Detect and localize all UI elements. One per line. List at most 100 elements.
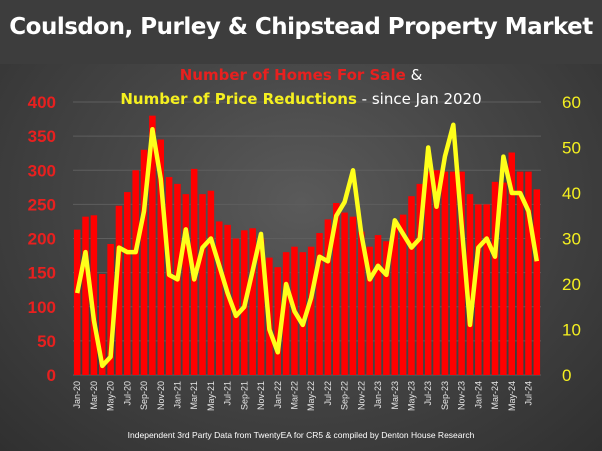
- bar: [157, 139, 165, 375]
- bar: [82, 216, 89, 375]
- bar: [249, 228, 256, 375]
- bar: [525, 171, 532, 375]
- bar: [483, 204, 490, 375]
- bar: [90, 215, 98, 375]
- right-axis-tick-label: 50: [562, 139, 581, 158]
- x-axis-tick-label: May-21: [206, 381, 216, 411]
- bar: [282, 252, 290, 375]
- x-axis-tick-label: Mar-20: [89, 381, 99, 410]
- bar: [224, 224, 231, 375]
- x-axis-tick-label: Jul-24: [523, 381, 533, 406]
- left-axis-tick-label: 300: [28, 161, 56, 180]
- x-axis-tick-label: Mar-22: [289, 381, 299, 410]
- bar: [115, 205, 123, 375]
- bar: [508, 152, 516, 375]
- right-axis-tick-label: 0: [562, 366, 571, 385]
- bar: [399, 214, 407, 375]
- page-title: Coulsdon, Purley & Chipstead Property Ma…: [9, 14, 593, 40]
- x-axis-tick-label: Jan-22: [273, 381, 283, 409]
- bar: [257, 238, 265, 375]
- left-axis-tick-label: 0: [47, 366, 56, 385]
- series-label-homes-for-sale: Number of Homes For Sale: [179, 66, 406, 84]
- bar: [324, 219, 332, 375]
- right-axis-ticks: 0 10 20 30 40 50 60: [562, 93, 581, 385]
- left-axis-tick-label: 50: [37, 332, 56, 351]
- x-axis-tick-label: May-22: [306, 381, 316, 411]
- x-axis-tick-label: May-20: [106, 381, 116, 411]
- series-label-price-reductions: Number of Price Reductions: [120, 90, 357, 108]
- bar: [107, 243, 114, 375]
- bar: [132, 170, 139, 375]
- bar: [124, 192, 131, 375]
- bar: [316, 233, 323, 375]
- x-axis-tick-label: Nov-22: [356, 381, 366, 410]
- bar: [374, 235, 382, 375]
- bar: [391, 226, 399, 375]
- bar: [140, 149, 148, 375]
- bar: [341, 212, 348, 375]
- bar: [466, 194, 474, 375]
- left-axis-tick-label: 150: [28, 264, 56, 283]
- x-axis-tick-label: Mar-24: [490, 381, 500, 410]
- right-axis-tick-label: 30: [562, 230, 581, 249]
- x-axis-tick-label: Nov-23: [457, 381, 467, 410]
- bar: [332, 203, 340, 375]
- left-axis-tick-label: 350: [28, 127, 56, 146]
- bar: [383, 241, 390, 375]
- subtitle-ampersand: &: [405, 66, 423, 84]
- x-axis-tick-label: Nov-21: [256, 381, 266, 410]
- bar: [475, 204, 482, 375]
- x-axis-tick-label: Mar-23: [390, 381, 400, 410]
- bar: [491, 181, 499, 375]
- bar: [215, 221, 223, 375]
- left-axis-tick-label: 200: [28, 230, 56, 249]
- x-axis-tick-label: Jan-24: [473, 381, 483, 409]
- x-axis-tick-label: Jul-23: [423, 381, 433, 406]
- x-axis-tick-label: Jul-20: [122, 381, 132, 406]
- bar: [349, 216, 357, 375]
- bars-homes-for-sale: [73, 115, 541, 376]
- source-footer: Independent 3rd Party Data from TwentyEA…: [127, 430, 475, 440]
- right-axis-tick-label: 60: [562, 93, 581, 112]
- title-bar: [0, 0, 602, 64]
- bar: [433, 170, 440, 375]
- x-axis-tick-label: Sep-23: [440, 381, 450, 410]
- bar: [458, 171, 465, 375]
- x-axis-tick-label: Jan-20: [72, 381, 82, 409]
- right-axis-tick-label: 40: [562, 184, 581, 203]
- bar: [441, 171, 449, 375]
- x-axis-tick-label: Nov-20: [156, 381, 166, 410]
- x-axis-tick-label: May-23: [406, 381, 416, 411]
- left-axis-ticks: 0 50 100 150 200 250 300 350 400: [28, 93, 56, 385]
- right-axis-tick-label: 20: [562, 275, 581, 294]
- subtitle-line-1: Number of Homes For Sale &: [0, 66, 602, 84]
- bar: [182, 194, 190, 375]
- subtitle-since: - since Jan 2020: [356, 90, 482, 108]
- x-axis-tick-label: May-24: [507, 381, 517, 411]
- x-axis-ticks: Jan-20 Mar-20 May-20 Jul-20 Sep-20 Nov-20 Jan-…: [72, 381, 533, 411]
- bar: [149, 115, 156, 376]
- x-axis-tick-label: Jul-21: [223, 381, 233, 406]
- x-axis-tick-label: Sep-22: [340, 381, 350, 410]
- bar: [500, 182, 507, 375]
- bar: [516, 171, 524, 375]
- bar: [274, 267, 282, 375]
- subtitle-line-2: Number of Price Reductions - since Jan 2…: [0, 90, 602, 108]
- bar: [408, 196, 415, 375]
- bar: [199, 194, 206, 375]
- bar: [416, 183, 424, 375]
- bar: [98, 273, 106, 375]
- bar: [207, 190, 215, 375]
- x-axis-tick-label: Sep-21: [239, 381, 249, 410]
- x-axis-tick-label: Mar-21: [189, 381, 199, 410]
- bar: [307, 246, 315, 375]
- x-axis-tick-label: Sep-20: [139, 381, 149, 410]
- x-axis-tick-label: Jan-23: [373, 381, 383, 409]
- x-axis-tick-label: Jul-22: [323, 381, 333, 406]
- left-axis-tick-label: 400: [28, 93, 56, 112]
- bar: [424, 171, 432, 375]
- bar: [533, 189, 541, 375]
- x-axis-tick-label: Jan-21: [172, 381, 182, 409]
- bar: [299, 252, 307, 375]
